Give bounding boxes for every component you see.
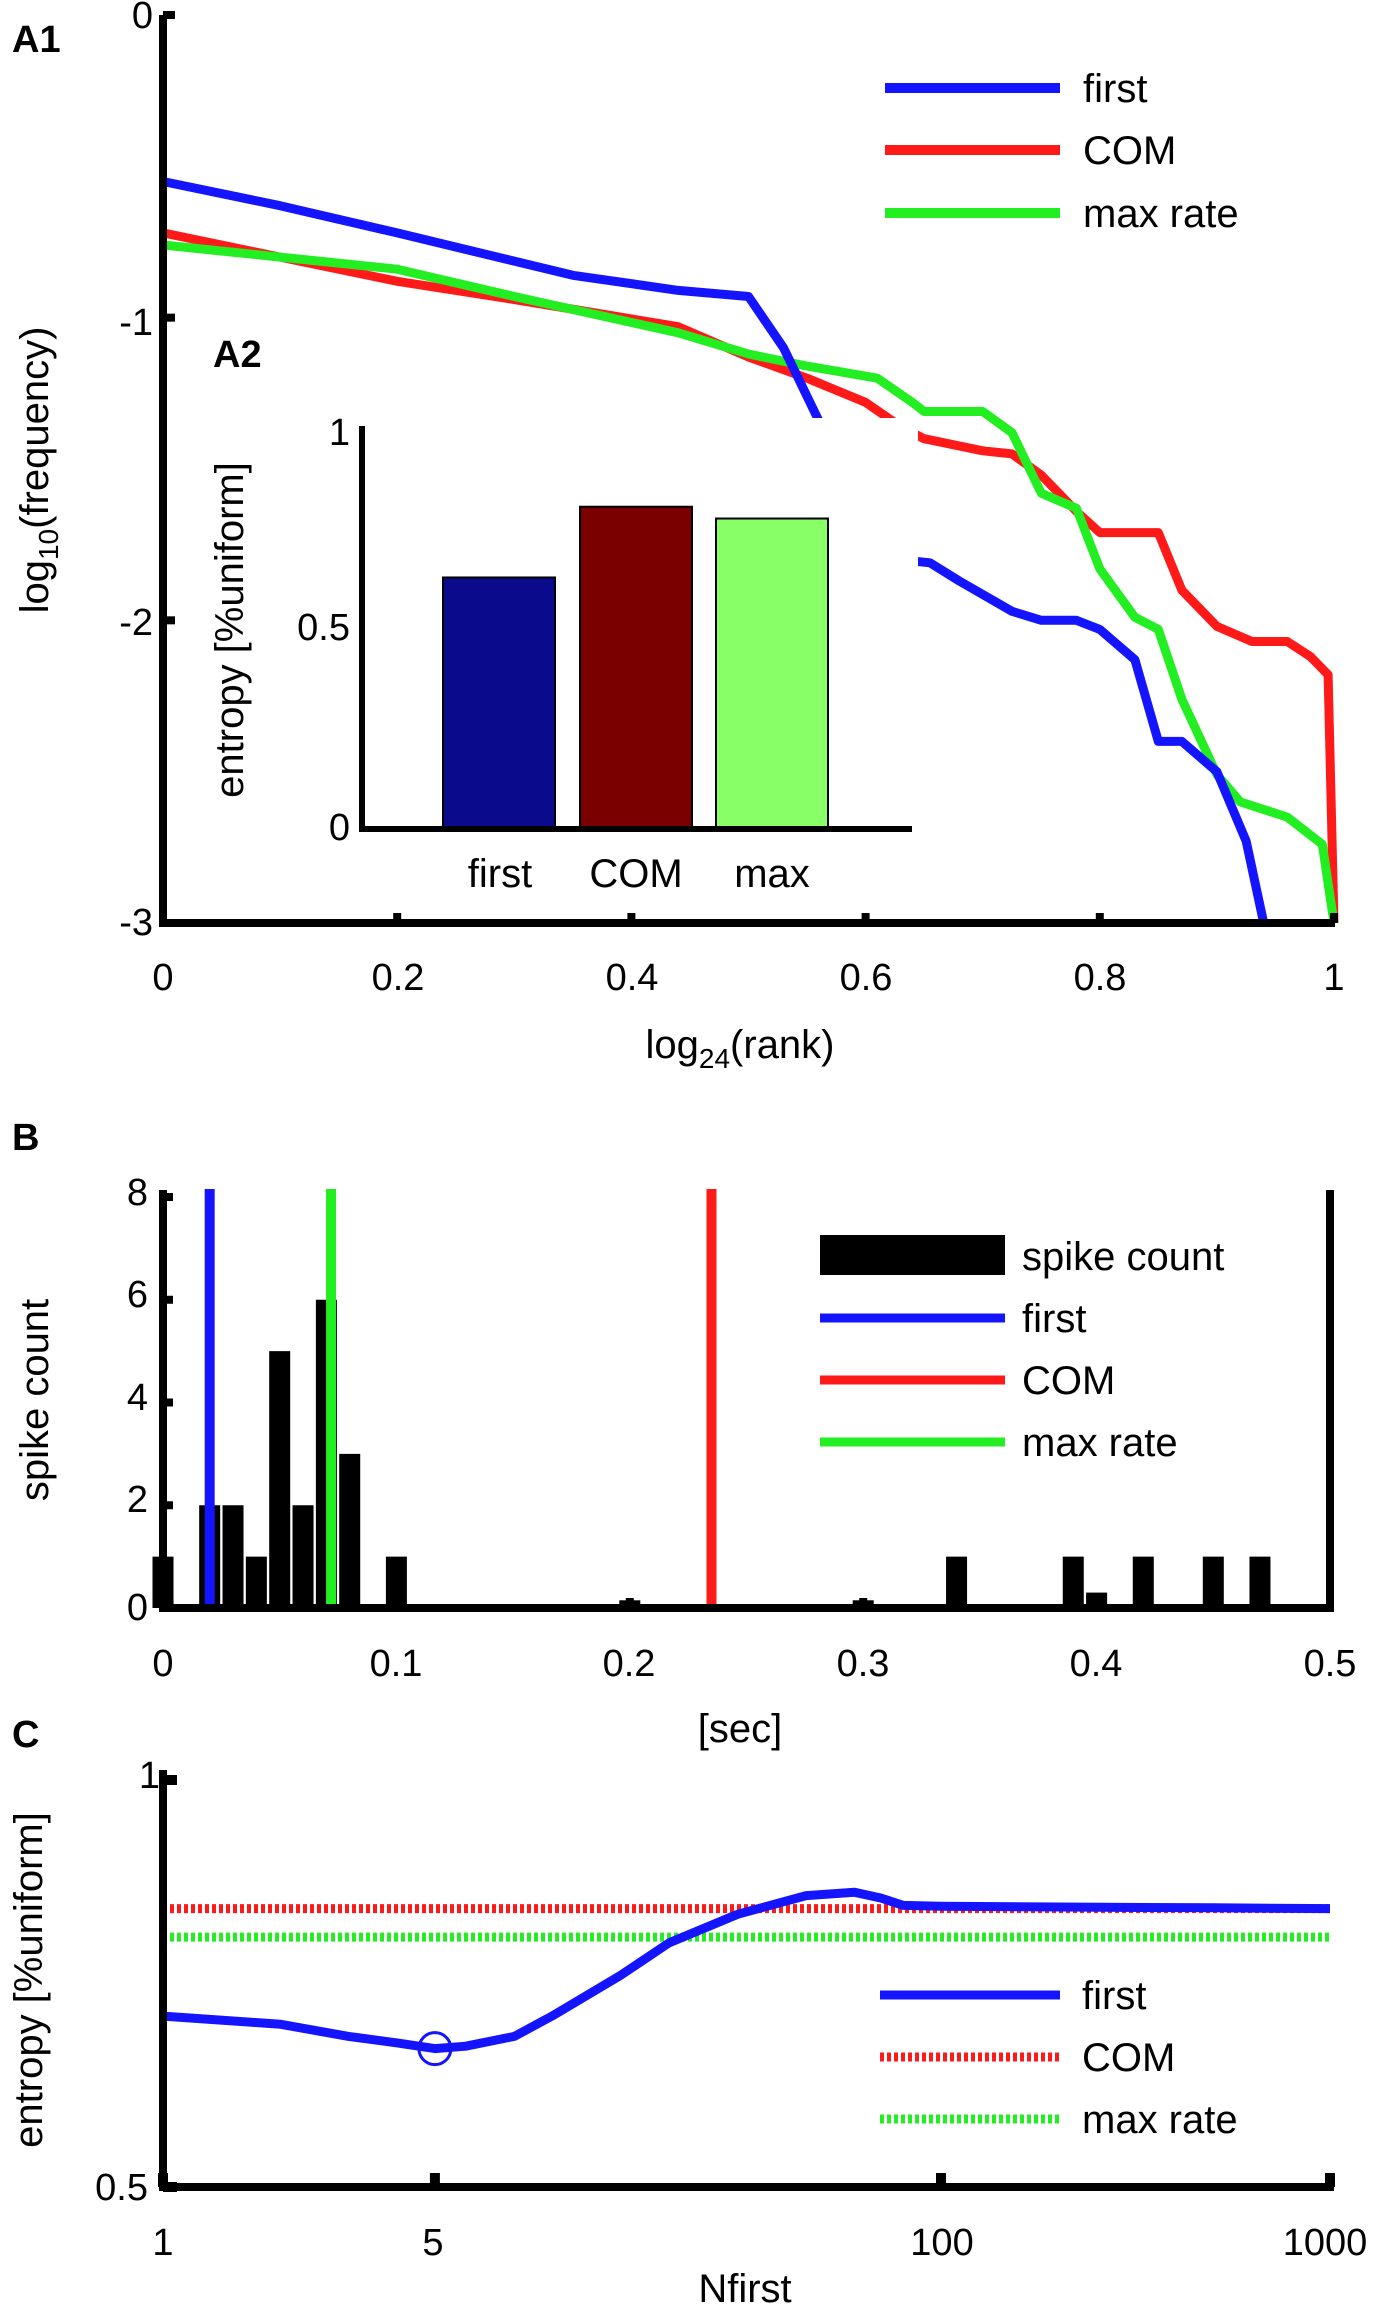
a1-x-axis-label: log24(rank) [646,1023,835,1074]
a2-ytick-label: 0.5 [297,607,350,649]
a1-ytick-label: -3 [119,902,153,944]
a1-y-axis-label: log10(frequency) [13,327,64,614]
legend-label-spike-count: spike count [1022,1235,1224,1279]
a1-ytick-label: 0 [132,0,153,37]
a1-legend: first COM max rate [885,67,1239,236]
b-histogram-bar [1132,1556,1154,1608]
b-legend: spike count first COM max rate [820,1235,1224,1465]
c-legend: first COM max rate [880,1974,1238,2142]
a1-ytick-label: -2 [119,602,153,644]
a1-xtick-label: 1 [1323,957,1344,999]
c-ytick-label: 0.5 [95,2167,148,2209]
panel-label-a2: A2 [213,334,262,376]
b-ytick-label: 2 [127,1479,148,1521]
b-histogram-bar [1202,1556,1224,1608]
c-xtick-label: 5 [422,2222,443,2264]
b-tick-marks [159,1193,1334,1612]
b-ytick-label: 0 [127,1587,148,1629]
a1-xtick-label: 0 [152,957,173,999]
c-line-first [162,1887,1331,2054]
b-marker-lines [204,1189,717,1608]
legend-label-com: COM [1083,129,1176,173]
b-histogram-bar [222,1505,244,1608]
a1-xtick-label: 0.8 [1074,957,1127,999]
b-histogram-bar [339,1453,361,1608]
b-histogram-bar [269,1351,291,1608]
b-ytick-label: 6 [127,1274,148,1316]
legend-label-first: first [1022,1297,1086,1341]
c-xtick-label: 1000 [1283,2222,1368,2264]
c-x-axis-label: Nfirst [698,2267,791,2304]
b-histogram-bar [385,1556,407,1608]
a2-ytick-label: 1 [329,412,350,454]
legend-label-max-rate: max rate [1082,2098,1238,2142]
panel-label-c: C [12,1714,39,1756]
b-xtick-label: 0.1 [370,1643,423,1685]
c-y-axis-label: entropy [%uniform] [7,1812,51,2148]
c-ytick-label: 1 [139,1755,160,1797]
a2-category-label: COM [589,852,682,896]
a2-category-label: first [468,852,532,896]
b-xtick-label: 0.3 [837,1643,890,1685]
c-highlight-circle [417,2031,453,2067]
legend-swatch-spike-count [820,1235,1005,1275]
a2-y-axis-label: entropy [%uniform] [208,462,252,798]
a1-xtick-label: 0.4 [606,957,659,999]
panel-b: B 8 6 4 2 0 0 0.1 0.2 0.3 0.4 0.5 [sec] … [12,1117,1356,1751]
b-histogram-bar [245,1556,267,1608]
legend-label-max-rate: max rate [1022,1421,1178,1465]
a1-xtick-label: 0.6 [840,957,893,999]
legend-label-com: COM [1022,1359,1115,1403]
b-x-axis-label: [sec] [698,1707,782,1751]
b-xtick-label: 0.5 [1304,1643,1357,1685]
b-xtick-label: 0.4 [1070,1643,1123,1685]
panel-a2: A2 1 0.5 0 first COM max entropy [%unifo… [208,334,918,896]
b-ytick-label: 8 [127,1172,148,1214]
c-xtick-label: 100 [910,2222,973,2264]
b-histogram-bar [1062,1556,1084,1608]
b-ytick-label: 4 [127,1377,148,1419]
b-xtick-label: 0 [152,1643,173,1685]
b-histogram-bar [1249,1556,1271,1608]
b-histogram-bar [946,1556,968,1608]
panel-label-a1: A1 [12,19,61,61]
c-xtick-label: 1 [152,2222,173,2264]
a2-bar-max [715,517,829,831]
a1-series-group [162,177,1339,924]
b-y-axis-label: spike count [13,1299,57,1501]
a2-ytick-label: 0 [329,807,350,849]
panel-c: C 1 0.5 1 5 100 1000 Nfirst entropy [%un… [7,1714,1367,2304]
b-histogram-bar [292,1505,314,1608]
c-series-group [162,1887,1331,2067]
a1-ytick-label: -1 [119,302,153,344]
a2-bar-first [442,576,556,830]
legend-label-com: COM [1082,2036,1175,2080]
a2-bars-group [442,505,829,831]
legend-label-first: first [1083,67,1147,111]
a1-xtick-label: 0.2 [372,957,425,999]
panel-a1: A1 0 -1 -2 -3 0 0.2 0.4 0.6 0.8 1 log24(… [12,0,1345,1074]
a1-line-first [162,177,1269,924]
legend-label-max-rate: max rate [1083,192,1239,236]
a2-category-label: max [734,852,810,896]
legend-label-first: first [1082,1974,1146,2018]
panel-label-b: B [12,1117,39,1159]
b-xtick-label: 0.2 [603,1643,656,1685]
a1-tick-marks [159,11,1338,927]
c-tick-marks [158,1775,1335,2192]
a2-bar-com [579,505,693,830]
